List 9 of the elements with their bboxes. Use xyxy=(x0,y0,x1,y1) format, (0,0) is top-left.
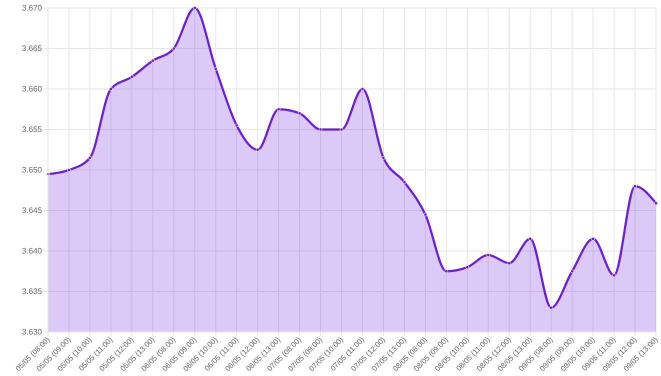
y-tick-label: 3.635 xyxy=(22,287,43,296)
y-tick-label: 3.630 xyxy=(22,328,43,337)
y-tick-label: 3.665 xyxy=(22,44,43,54)
y-tick-label: 3.640 xyxy=(22,246,43,256)
y-tick-label: 3.650 xyxy=(22,166,43,175)
y-tick-label: 3.660 xyxy=(22,84,43,94)
y-tick-label: 3.655 xyxy=(22,125,43,134)
y-tick-label: 3.645 xyxy=(22,206,43,216)
y-tick-label: 3.670 xyxy=(22,4,43,13)
